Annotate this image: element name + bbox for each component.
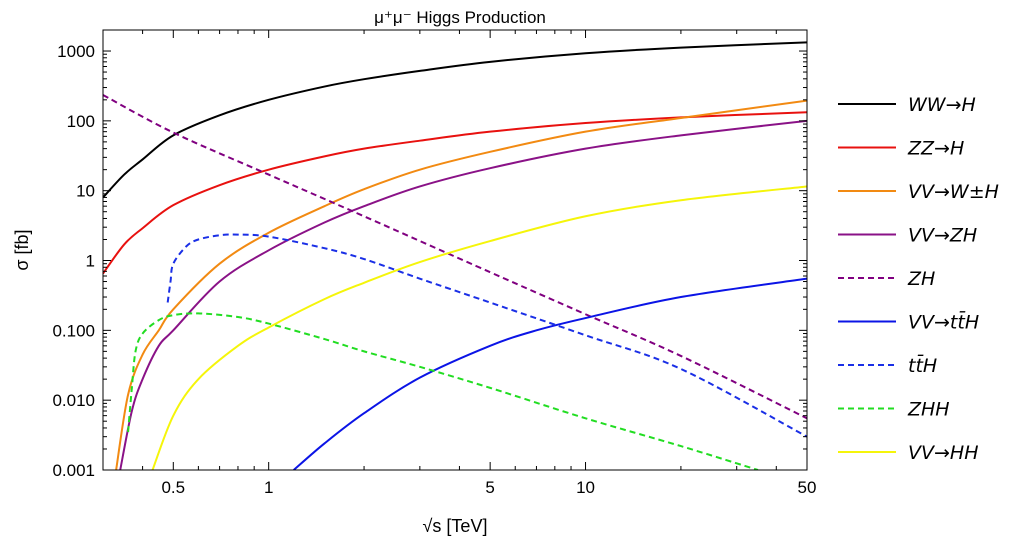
x-tick-label: 5: [485, 478, 494, 497]
legend-label-vv-to-wpmh: VV→W±H: [908, 181, 999, 203]
y-tick-label: 1: [86, 252, 95, 271]
x-tick-label: 1: [264, 478, 273, 497]
x-tick-label: 50: [798, 478, 817, 497]
legend-label-vv-to-zh: VV→ZH: [908, 225, 977, 247]
y-tick-label: 0.001: [52, 461, 95, 480]
ticks-layer: [102, 29, 808, 471]
series-line-tt-h: [166, 233, 807, 438]
tick-labels-layer: 0.5 1 5 10 50 0.001 0.010 0.100 1 10 100 1000: [52, 42, 816, 497]
plot-frame: [102, 29, 808, 471]
series-line-vv-to-tt-h: [293, 277, 807, 470]
legend-label-zhh: ZHH: [907, 399, 950, 421]
legend-label-vv-to-tt-h: VV→tt̄H: [908, 309, 979, 333]
series-line-vv-to-wpmh: [115, 99, 807, 470]
series-line-zh: [103, 94, 807, 420]
y-tick-label: 0.100: [52, 321, 95, 340]
series-layer: [103, 41, 807, 470]
series-line-ww-to-h: [103, 41, 807, 199]
y-tick-label: 1000: [57, 42, 95, 61]
legend-label-ww-to-h: WW→H: [908, 94, 976, 116]
legend-label-zz-to-h: ZZ→H: [907, 138, 964, 160]
x-tick-label: 0.5: [161, 478, 185, 497]
series-line-vv-to-zh: [119, 119, 807, 470]
legend-label-tt-h: tt̄H: [908, 353, 937, 377]
y-tick-label: 100: [67, 112, 95, 131]
y-axis-label: σ [fb]: [12, 229, 32, 270]
series-line-vv-to-hh: [151, 185, 807, 470]
x-axis-label: √s [TeV]: [423, 516, 488, 536]
legend: WW→H ZZ→H VV→W±H VV→ZH ZH VV→tt̄H tt̄H ZHH VV→HH: [838, 94, 999, 464]
series-line-zhh: [127, 312, 759, 470]
chart-title: μ⁺μ⁻ Higgs Production: [374, 8, 546, 27]
x-tick-label: 10: [576, 478, 595, 497]
y-tick-label: 10: [76, 182, 95, 201]
legend-label-vv-to-hh: VV→HH: [908, 442, 979, 464]
y-tick-label: 0.010: [52, 391, 95, 410]
legend-label-zh: ZH: [907, 268, 935, 290]
series-line-zz-to-h: [103, 111, 807, 275]
